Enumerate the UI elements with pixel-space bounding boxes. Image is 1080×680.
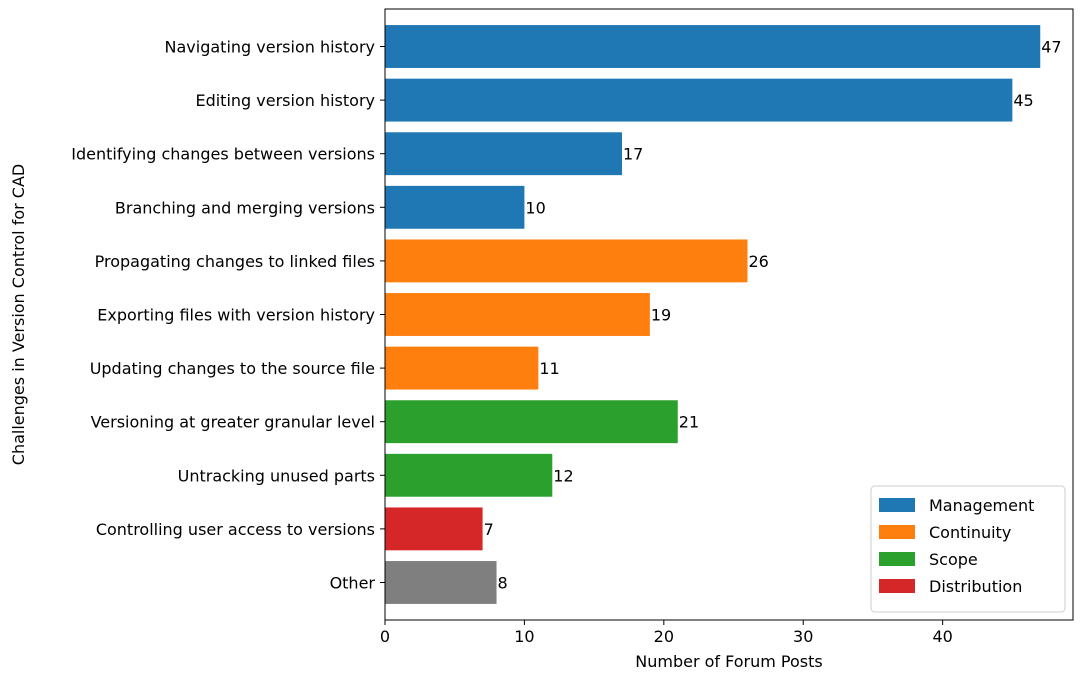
legend-label: Scope (929, 550, 978, 569)
legend: Management Continuity Scope Distribution (870, 485, 1066, 613)
y-tick-label: Untracking unused parts (178, 466, 375, 485)
bar (385, 561, 497, 604)
data-label: 17 (623, 145, 643, 164)
legend-label: Continuity (929, 523, 1011, 542)
data-label: 26 (748, 252, 768, 271)
legend-swatch (879, 552, 915, 566)
legend-label: Management (929, 496, 1034, 515)
legend-swatch (879, 525, 915, 539)
data-label: 11 (539, 359, 559, 378)
y-tick-labels: Navigating version history Editing versio… (71, 38, 385, 592)
bar (385, 239, 748, 283)
legend-box (870, 485, 1066, 613)
y-axis-title: Challenges in Version Control for CAD (9, 164, 28, 465)
bar (385, 293, 650, 336)
legend-swatch (879, 579, 915, 593)
bar (385, 78, 1013, 122)
bar (385, 25, 1041, 68)
bar (385, 132, 623, 176)
legend-swatch (879, 498, 915, 512)
data-label: 10 (525, 198, 545, 217)
x-ticks: 0 10 20 30 40 (380, 620, 953, 646)
y-tick-label: Propagating changes to linked files (95, 252, 375, 271)
y-tick-label: Branching and merging versions (115, 198, 375, 217)
data-label: 45 (1013, 91, 1033, 110)
y-tick-label: Controlling user access to versions (96, 520, 375, 539)
bar (385, 453, 553, 497)
y-tick-label: Editing version history (195, 91, 375, 110)
y-tick-label: Identifying changes between versions (71, 145, 375, 164)
y-tick-label: Versioning at greater granular level (91, 413, 375, 432)
x-axis-title: Number of Forum Posts (635, 652, 823, 671)
bars-layer (385, 25, 1041, 604)
data-label: 19 (651, 306, 671, 325)
y-tick-label: Other (330, 573, 376, 592)
x-tick-label: 20 (654, 627, 674, 646)
y-tick-label: Updating changes to the source file (90, 359, 375, 378)
x-tick-label: 10 (514, 627, 534, 646)
bar (385, 507, 483, 551)
legend-label: Distribution (929, 577, 1022, 596)
plot-frame (384, 8, 1074, 621)
data-label: 8 (498, 573, 508, 592)
x-tick-label: 30 (793, 627, 813, 646)
bar (385, 400, 678, 444)
y-tick-label: Navigating version history (165, 38, 375, 57)
data-label: 12 (553, 466, 573, 485)
x-tick-label: 40 (932, 627, 952, 646)
bar (385, 346, 539, 390)
y-tick-label: Exporting files with version history (97, 306, 375, 325)
data-labels: 47 45 17 10 26 19 11 21 12 7 8 (484, 38, 1062, 593)
x-tick-label: 0 (380, 627, 390, 646)
bar (385, 185, 525, 229)
data-label: 21 (679, 413, 699, 432)
data-label: 7 (484, 520, 494, 539)
data-label: 47 (1041, 38, 1061, 57)
